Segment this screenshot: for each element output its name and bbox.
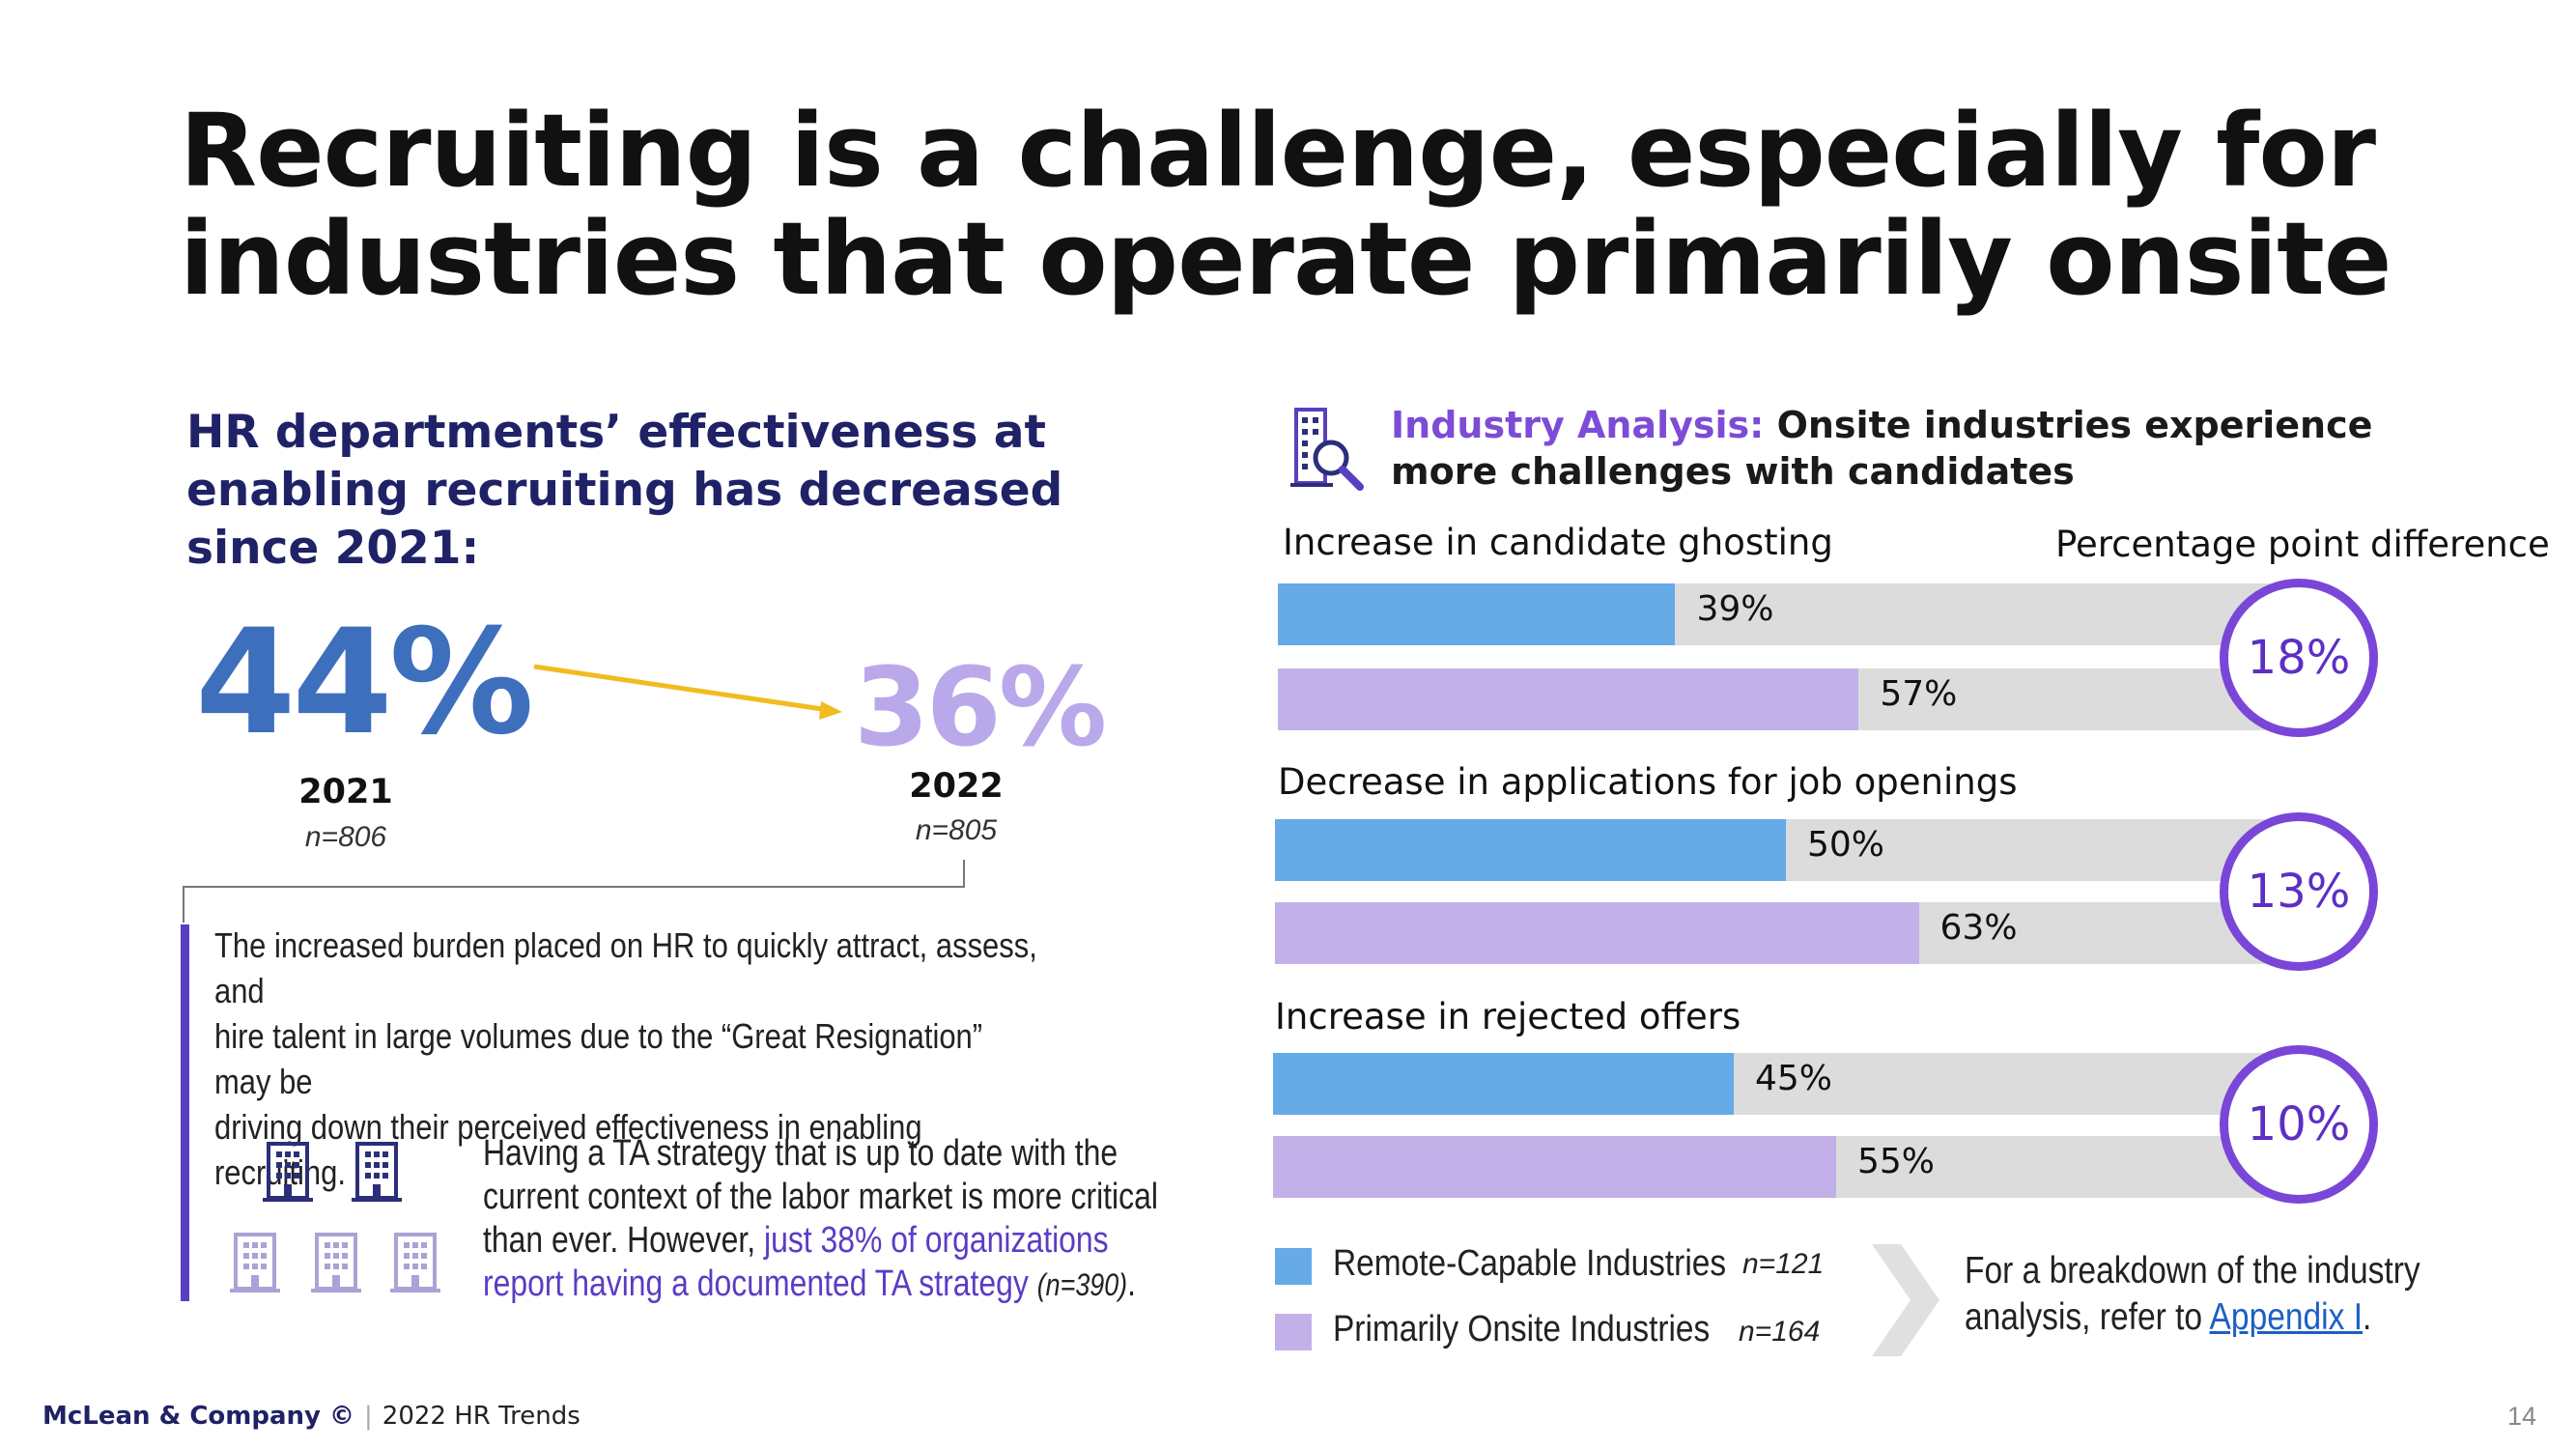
hr-effectiveness-heading: HR departments’ effectiveness at enablin… bbox=[186, 404, 1133, 578]
bar-label-remote: 45% bbox=[1755, 1059, 1833, 1098]
note-line-2-text: analysis, refer to bbox=[1965, 1296, 2203, 1338]
track-remote: 39% bbox=[1278, 583, 2297, 645]
ta-line-4: report having a documented TA strategy (… bbox=[483, 1263, 1180, 1307]
hr-heading-line-1: HR departments’ effectiveness at bbox=[186, 406, 1046, 459]
difference-badge: 10% bbox=[2220, 1045, 2378, 1204]
stat-bracket-line bbox=[183, 860, 965, 923]
bar-label-onsite: 63% bbox=[1939, 908, 2018, 948]
note-line-2: analysis, refer to Appendix I. bbox=[1965, 1294, 2430, 1341]
hr-heading-line-2: enabling recruiting has decreased bbox=[186, 464, 1063, 517]
legend-label-remote: Remote-Capable Industries bbox=[1333, 1243, 1727, 1284]
legend-n-remote: n=121 bbox=[1742, 1248, 1825, 1280]
paragraph-line-1: The increased burden placed on HR to qui… bbox=[214, 925, 1037, 1010]
industry-analysis-heading: Industry Analysis: Onsite industries exp… bbox=[1391, 402, 2453, 495]
building-icon bbox=[263, 1140, 313, 1208]
legend-swatch-onsite bbox=[1275, 1314, 1312, 1350]
bar-remote bbox=[1275, 819, 1786, 881]
bar-remote bbox=[1278, 583, 1676, 645]
building-icon bbox=[352, 1140, 402, 1208]
ia-heading-highlight: Industry Analysis: bbox=[1391, 404, 1765, 446]
bar-onsite bbox=[1278, 668, 1859, 730]
stat-2021-value: 44% bbox=[195, 599, 534, 767]
footer: McLean & Company © | 2022 HR Trends bbox=[42, 1402, 580, 1431]
page-number: 14 bbox=[2507, 1402, 2537, 1431]
stat-2022-value: 36% bbox=[854, 645, 1107, 771]
bar-label-remote: 50% bbox=[1807, 825, 1885, 865]
slide-title-line-2: industries that operate primarily onsite bbox=[180, 200, 2392, 318]
building-icon bbox=[230, 1231, 280, 1299]
bar-onsite bbox=[1273, 1136, 1836, 1198]
stat-2021-year: 2021 bbox=[298, 773, 393, 811]
ta-line-3: than ever. However, just 38% of organiza… bbox=[483, 1219, 1180, 1263]
chart-group-title: Increase in rejected offers bbox=[1275, 996, 1741, 1037]
trend-arrow bbox=[183, 664, 965, 923]
stat-2022-year: 2022 bbox=[909, 767, 1004, 806]
legend-swatch-remote bbox=[1275, 1248, 1312, 1285]
bar-remote bbox=[1273, 1053, 1734, 1115]
trend-arrow-line bbox=[533, 664, 830, 713]
legend-n-onsite: n=164 bbox=[1739, 1316, 1821, 1348]
building-search-icon bbox=[1290, 406, 1368, 497]
hr-heading-line-3: since 2021: bbox=[186, 522, 480, 575]
stat-2022-n: n=805 bbox=[915, 814, 998, 846]
chevron-right-icon bbox=[1872, 1244, 1939, 1356]
track-onsite: 63% bbox=[1275, 902, 2297, 964]
ia-heading-line-1-text: Onsite industries experience bbox=[1776, 404, 2373, 446]
chart-group-title: Increase in candidate ghosting bbox=[1283, 522, 1833, 563]
legend-label-onsite: Primarily Onsite Industries bbox=[1333, 1309, 1711, 1350]
percentage-point-difference-title: Percentage point difference bbox=[2055, 524, 2550, 565]
chart-group-title: Decrease in applications for job opening… bbox=[1278, 761, 2018, 803]
footer-report: 2022 HR Trends bbox=[382, 1402, 580, 1431]
track-remote: 45% bbox=[1273, 1053, 2297, 1115]
note-end: . bbox=[2363, 1296, 2372, 1338]
building-icon bbox=[390, 1231, 440, 1299]
ta-sample-size: (n=390) bbox=[1036, 1267, 1128, 1302]
paragraph-line-2: hire talent in large volumes due to the … bbox=[214, 1016, 983, 1101]
ta-line-4-highlight: report having a documented TA strategy bbox=[483, 1264, 1029, 1304]
ta-strategy-paragraph: Having a TA strategy that is up to date … bbox=[483, 1132, 1180, 1307]
ia-heading-line-2: more challenges with candidates bbox=[1391, 450, 2075, 493]
bar-label-onsite: 55% bbox=[1857, 1142, 1936, 1181]
slide-title: Recruiting is a challenge, especially fo… bbox=[180, 97, 2478, 313]
trend-arrowhead bbox=[819, 701, 842, 720]
ta-line-1: Having a TA strategy that is up to date … bbox=[483, 1133, 1118, 1174]
ia-heading-line-1: Industry Analysis: Onsite industries exp… bbox=[1391, 402, 2453, 448]
ta-line-3-highlight: just 38% of organizations bbox=[763, 1220, 1109, 1261]
ta-line-4-end: . bbox=[1127, 1264, 1137, 1304]
appendix-link[interactable]: Appendix I bbox=[2209, 1296, 2364, 1338]
paragraph-line-3: driving down their perceived effectivene… bbox=[214, 1107, 922, 1192]
ta-line-2: current context of the labor market is m… bbox=[483, 1177, 1158, 1217]
hr-burden-paragraph: The increased burden placed on HR to qui… bbox=[214, 923, 1045, 1195]
footer-company: McLean & Company © bbox=[42, 1402, 355, 1431]
left-accent-bar bbox=[181, 924, 189, 1301]
stat-2021-n: n=806 bbox=[304, 821, 387, 853]
track-onsite: 55% bbox=[1273, 1136, 2297, 1198]
bar-label-onsite: 57% bbox=[1880, 674, 1958, 714]
difference-badge: 18% bbox=[2220, 579, 2378, 737]
track-remote: 50% bbox=[1275, 819, 2297, 881]
note-line-1: For a breakdown of the industry bbox=[1965, 1250, 2420, 1292]
bar-label-remote: 39% bbox=[1696, 589, 1774, 629]
difference-badge: 13% bbox=[2220, 812, 2378, 971]
track-onsite: 57% bbox=[1278, 668, 2297, 730]
appendix-note: For a breakdown of the industry analysis… bbox=[1965, 1248, 2430, 1341]
building-icon bbox=[311, 1231, 361, 1299]
bar-onsite bbox=[1275, 902, 1919, 964]
slide-title-line-1: Recruiting is a challenge, especially fo… bbox=[180, 92, 2376, 210]
footer-separator: | bbox=[364, 1402, 373, 1431]
ta-line-3-text: than ever. However, bbox=[483, 1220, 756, 1261]
